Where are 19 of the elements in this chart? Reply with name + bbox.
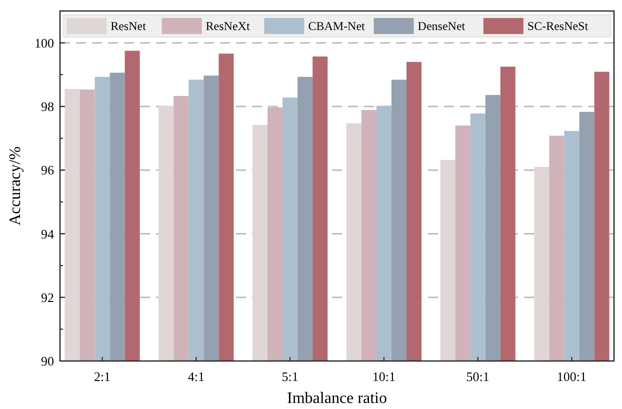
x-tick-label: 50:1 (466, 369, 490, 384)
x-tick-label: 2:1 (94, 369, 111, 384)
y-tick-label: 100 (34, 35, 54, 50)
y-tick-label: 96 (41, 162, 54, 178)
x-tick-label: 4:1 (188, 369, 204, 384)
legend-label: ResNet (110, 19, 147, 34)
legend-label: SC-ResNeSt (527, 19, 589, 34)
y-tick-label: 94 (41, 226, 54, 242)
legend-label: ResNeXt (206, 19, 250, 34)
y-tick-label: 92 (41, 290, 54, 305)
legend-label: CBAM-Net (308, 19, 366, 34)
y-axis-title: Accuracy/% (7, 146, 24, 226)
x-tick-label: 10:1 (372, 369, 396, 384)
x-tick-label: 100:1 (556, 369, 587, 384)
y-tick-label: 98 (41, 99, 54, 114)
y-tick-label: 90 (41, 354, 54, 369)
legend-label: DenseNet (418, 19, 466, 34)
x-tick-label: 5:1 (282, 369, 298, 384)
x-axis-title: Imbalance ratio (287, 390, 387, 407)
